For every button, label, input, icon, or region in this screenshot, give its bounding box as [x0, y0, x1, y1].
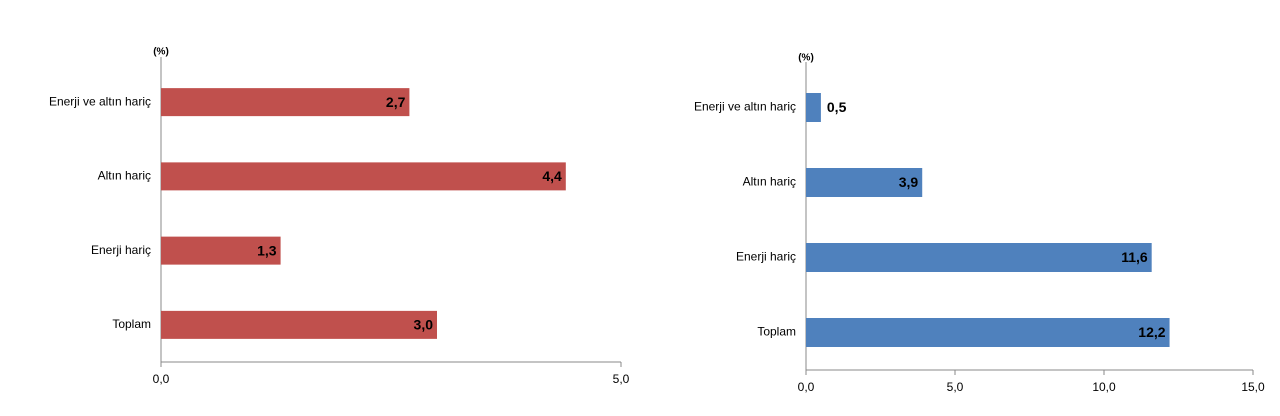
bar: [161, 88, 410, 117]
value-label: 11,6: [1121, 249, 1148, 265]
category-label: Enerji hariç: [91, 243, 151, 257]
value-label: 2,7: [386, 94, 406, 110]
bar: [806, 243, 1152, 272]
value-label: 3,0: [414, 317, 434, 333]
axis-unit: (%): [153, 47, 169, 58]
value-label: 1,3: [257, 242, 277, 258]
bar: [806, 318, 1170, 347]
category-label: Altın hariç: [98, 169, 151, 183]
bar: [161, 310, 437, 339]
x-tick-label: 0,0: [153, 372, 170, 386]
value-label: 3,9: [899, 174, 919, 190]
bar: [806, 168, 923, 197]
x-tick-label: 5,0: [947, 380, 964, 394]
category-label: Enerji hariç: [736, 250, 796, 264]
value-label: 0,5: [827, 99, 847, 115]
category-label: Toplam: [112, 317, 151, 331]
x-tick-label: 10,0: [1092, 380, 1116, 394]
value-label: 12,2: [1138, 324, 1165, 340]
x-tick-label: 15,0: [1241, 380, 1265, 394]
axis-unit: (%): [798, 53, 814, 64]
x-tick-label: 0,0: [798, 380, 815, 394]
bar: [161, 162, 566, 191]
bar: [161, 236, 281, 265]
category-label: Toplam: [757, 325, 796, 339]
x-tick-label: 5,0: [613, 372, 630, 386]
bar: [806, 93, 821, 122]
category-label: Altın hariç: [743, 175, 796, 189]
category-label: Enerji ve altın hariç: [49, 94, 151, 108]
category-label: Enerji ve altın hariç: [694, 100, 796, 114]
value-label: 4,4: [542, 168, 562, 184]
